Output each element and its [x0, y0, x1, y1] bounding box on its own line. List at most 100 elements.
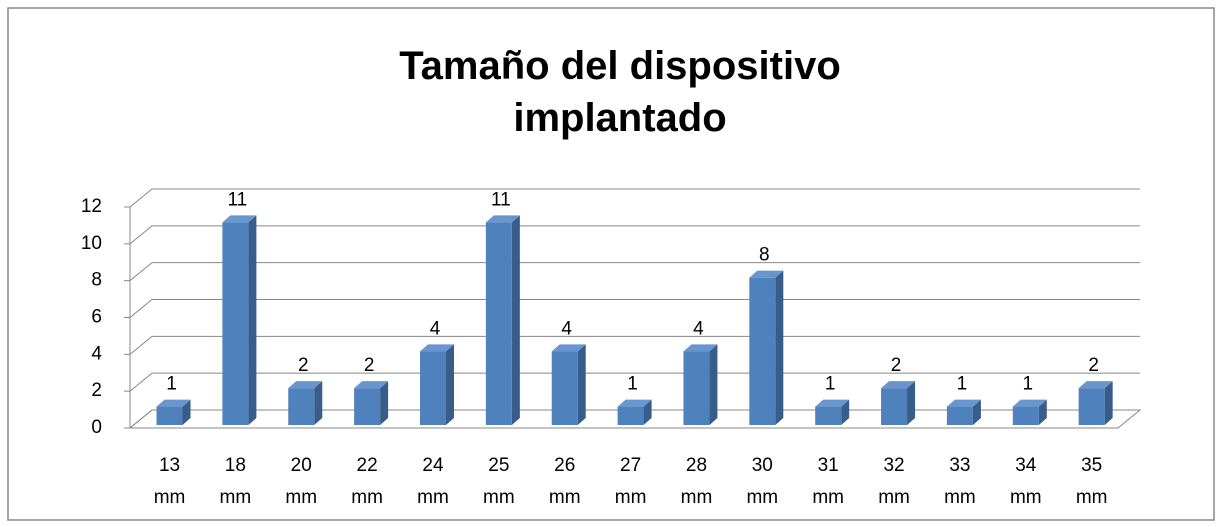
bar-side [1038, 399, 1047, 425]
bar-top [419, 344, 454, 352]
x-tick-label: 26 mm [548, 455, 581, 508]
bar [551, 344, 586, 425]
bar-side [709, 344, 718, 425]
bar-top [222, 215, 257, 223]
bar-top [551, 344, 586, 352]
value-label: 11 [491, 189, 511, 210]
value-label: 1 [627, 374, 638, 395]
x-tick-label: 25 mm [483, 455, 515, 508]
bar-front [485, 222, 512, 425]
bar [485, 215, 520, 425]
bar-top [881, 381, 916, 389]
value-label: 1 [166, 374, 177, 395]
x-tick-label: 13 mm [153, 455, 186, 508]
x-tick-label: 18 mm [219, 455, 252, 508]
bar-side [907, 381, 916, 425]
y-tick-label: 0 [91, 417, 102, 438]
bar-top [1012, 399, 1047, 407]
bar [419, 344, 454, 425]
bar-top [815, 399, 850, 407]
bar-front [815, 406, 842, 425]
value-label: 2 [891, 355, 902, 376]
bar-front [419, 351, 446, 425]
bar [156, 399, 191, 425]
bar-side [972, 399, 981, 425]
bar-top [617, 399, 652, 407]
x-tick-label: 32 mm [878, 455, 910, 508]
value-label: 1 [1022, 374, 1033, 395]
bar-front [156, 406, 183, 425]
y-tick-label: 8 [91, 270, 102, 291]
grid-line [129, 262, 1140, 282]
bar [946, 399, 981, 425]
y-tick-label: 10 [81, 233, 102, 254]
bar-front [881, 388, 908, 425]
bar-side [775, 270, 784, 425]
x-tick-label: 22 mm [351, 455, 383, 508]
value-label: 2 [364, 355, 375, 376]
value-label: 8 [759, 245, 770, 266]
value-label: 4 [430, 318, 441, 339]
bar [815, 399, 850, 425]
bar [1078, 381, 1113, 425]
bar [617, 399, 652, 425]
value-label: 1 [957, 374, 968, 395]
bar-side [248, 215, 257, 425]
grid-line [129, 372, 1140, 392]
bar-side [445, 344, 454, 425]
bar-front [1012, 406, 1039, 425]
bar-front [946, 406, 973, 425]
x-tick-label: 27 mm [614, 455, 647, 508]
bar-top [156, 399, 191, 407]
x-tick-label: 28 mm [680, 455, 713, 508]
y-tick-label: 6 [91, 307, 102, 328]
bar-top [485, 215, 520, 223]
y-tick-label: 4 [91, 343, 102, 364]
bar [749, 270, 784, 425]
bar-top [354, 381, 389, 389]
bar-side [643, 399, 652, 425]
bar-side [1104, 381, 1113, 425]
grid-line [129, 299, 1140, 318]
y-tick-label: 12 [81, 196, 102, 217]
x-tick-label: 34 mm [1009, 455, 1042, 508]
bar-front [354, 388, 381, 425]
bar-side [511, 215, 520, 425]
bar-side [314, 381, 323, 425]
bar-top [946, 399, 981, 407]
bar-front [288, 388, 315, 425]
bar [1012, 399, 1047, 425]
bar-front [1078, 388, 1105, 425]
bar [881, 381, 916, 425]
bar-front [617, 406, 644, 425]
bar [222, 215, 257, 425]
bar-side [380, 381, 389, 425]
value-label: 2 [1088, 355, 1099, 376]
y-tick-label: 2 [91, 380, 102, 401]
value-label: 4 [693, 318, 704, 339]
x-tick-label: 31 mm [812, 455, 844, 508]
x-tick-label: 24 mm [417, 455, 449, 508]
value-label: 4 [561, 318, 572, 339]
x-tick-label: 35 mm [1075, 455, 1108, 508]
grid-line [129, 335, 1140, 355]
bar-top [1078, 381, 1113, 389]
bar-side [841, 399, 850, 425]
value-label: 2 [298, 355, 309, 376]
grid-line [129, 188, 1140, 208]
bar-side [182, 399, 191, 425]
bar-top [749, 270, 784, 278]
bar-front [749, 277, 776, 425]
bar [683, 344, 718, 425]
bar-front [683, 351, 710, 425]
value-label: 11 [228, 189, 248, 210]
x-tick-label: 20 mm [285, 455, 318, 508]
bar-side [577, 344, 586, 425]
value-label: 1 [825, 374, 836, 395]
bar [354, 381, 389, 425]
bar-front [222, 222, 249, 425]
bar-front [551, 351, 578, 425]
bar [288, 381, 323, 425]
